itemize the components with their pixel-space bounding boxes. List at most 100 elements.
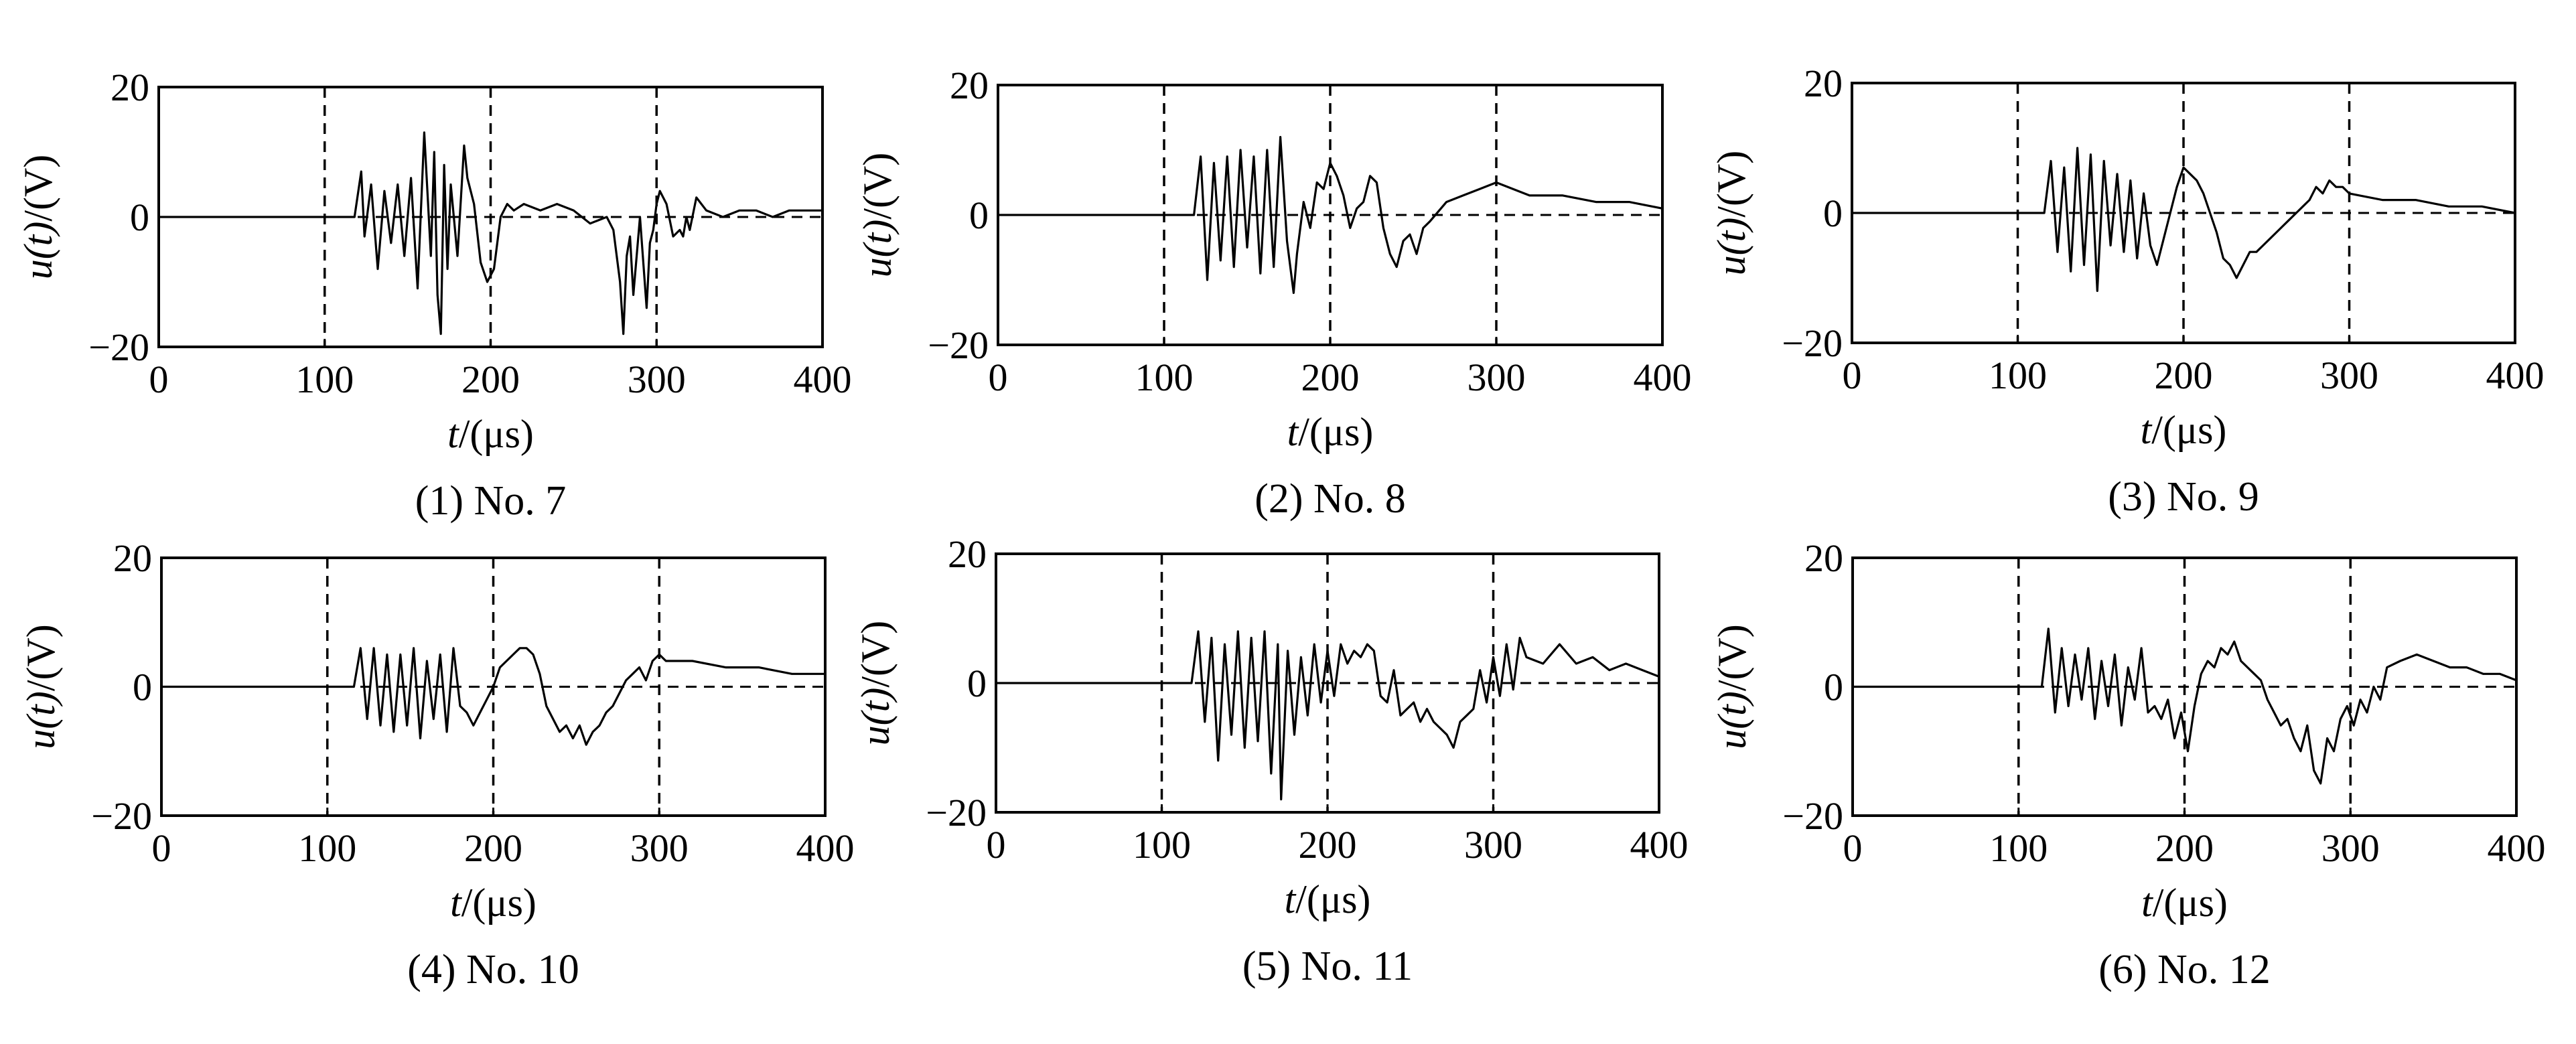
x-tick-label: 400 — [796, 826, 855, 870]
y-tick-label: −20 — [928, 323, 989, 367]
signal-trace — [996, 630, 1660, 801]
x-axis-label-var: t — [450, 881, 462, 925]
x-tick-label: 300 — [630, 826, 689, 870]
y-axis-label: u(t)/(V) — [19, 624, 63, 749]
panel-caption: (4) No. 10 — [407, 947, 579, 992]
y-tick-label: 0 — [969, 194, 989, 237]
panel-caption: (3) No. 9 — [2108, 474, 2259, 520]
y-tick-label: 20 — [1804, 536, 1843, 580]
y-tick-label: 20 — [111, 66, 149, 109]
x-axis-label-unit: /(μs) — [459, 412, 534, 456]
x-tick-label: 400 — [2488, 826, 2546, 870]
y-axis-label-var: u(t) — [855, 220, 900, 278]
x-axis-label: t/(μs) — [447, 412, 534, 456]
x-axis-label-unit: /(μs) — [2153, 881, 2228, 925]
y-tick-label: 20 — [948, 532, 987, 576]
y-tick-label: −20 — [1782, 794, 1843, 838]
x-tick-label: 200 — [1301, 356, 1360, 399]
x-axis-label: t/(μs) — [2141, 881, 2228, 925]
x-tick-label: 200 — [1299, 823, 1357, 867]
x-tick-label: 300 — [1468, 356, 1526, 399]
y-axis-label-unit: /(V) — [19, 624, 63, 691]
y-tick-label: 0 — [1823, 192, 1843, 235]
x-axis-label: t/(μs) — [2141, 408, 2227, 452]
x-tick-label: 0 — [152, 826, 171, 870]
x-tick-label: 0 — [1843, 826, 1863, 870]
x-tick-label: 400 — [2486, 354, 2545, 397]
x-tick-label: 200 — [2155, 354, 2213, 397]
x-tick-label: 400 — [1634, 356, 1692, 399]
y-tick-label: 0 — [967, 662, 987, 705]
x-tick-label: 400 — [794, 358, 852, 401]
signal-trace — [159, 131, 822, 335]
y-tick-label: 0 — [1824, 666, 1843, 709]
y-axis-label-unit: /(V) — [853, 621, 898, 688]
y-axis-label-var: u(t) — [853, 688, 898, 746]
x-tick-label: 0 — [149, 358, 169, 401]
y-tick-label: 0 — [133, 666, 152, 709]
x-axis-label-var: t — [2141, 881, 2153, 925]
y-axis-label-unit: /(V) — [1709, 151, 1754, 218]
panel-caption: (1) No. 7 — [415, 478, 567, 524]
x-tick-label: 100 — [295, 358, 354, 401]
x-tick-label: 100 — [1135, 356, 1194, 399]
signal-trace — [161, 647, 825, 746]
x-tick-label: 100 — [1133, 823, 1191, 867]
y-axis-label-unit: /(V) — [16, 155, 60, 222]
signal-trace — [1852, 147, 2516, 292]
panel-caption: (5) No. 11 — [1242, 944, 1413, 989]
x-tick-label: 100 — [1989, 354, 2047, 397]
y-tick-label: 20 — [113, 536, 152, 580]
x-tick-label: 0 — [989, 356, 1008, 399]
x-tick-label: 100 — [1989, 826, 2048, 870]
y-tick-label: −20 — [88, 325, 149, 369]
y-axis-label-var: u(t) — [1709, 218, 1754, 276]
x-tick-label: 300 — [2321, 826, 2380, 870]
x-axis-label-var: t — [447, 412, 459, 456]
x-axis-label-var: t — [1285, 877, 1297, 921]
x-axis-label: t/(μs) — [1287, 410, 1374, 454]
x-tick-label: 300 — [1464, 823, 1522, 867]
x-axis-label-unit: /(μs) — [461, 881, 536, 925]
x-tick-label: 300 — [628, 358, 686, 401]
y-tick-label: 20 — [950, 64, 989, 107]
x-tick-label: 200 — [464, 826, 522, 870]
y-tick-label: 0 — [130, 196, 149, 239]
y-axis-label: u(t)/(V) — [1709, 151, 1754, 276]
x-tick-label: 200 — [461, 358, 520, 401]
x-tick-label: 0 — [987, 823, 1006, 867]
y-axis-label-var: u(t) — [16, 222, 60, 280]
x-axis-label: t/(μs) — [450, 881, 536, 925]
x-tick-label: 300 — [2320, 354, 2378, 397]
x-axis-label-unit: /(μs) — [1298, 410, 1373, 454]
y-axis-label-unit: /(V) — [855, 153, 900, 220]
y-tick-label: −20 — [1782, 321, 1843, 365]
x-tick-label: 0 — [1843, 354, 1862, 397]
y-axis-label-var: u(t) — [19, 691, 63, 749]
x-tick-label: 200 — [2155, 826, 2214, 870]
signal-trace — [998, 136, 1663, 294]
signal-trace — [1853, 627, 2517, 785]
y-axis-label: u(t)/(V) — [1710, 624, 1754, 749]
y-axis-label: u(t)/(V) — [855, 153, 900, 278]
y-tick-label: 20 — [1804, 62, 1843, 105]
y-axis-label: u(t)/(V) — [853, 621, 898, 746]
y-axis-label-unit: /(V) — [1710, 624, 1754, 691]
y-axis-label-var: u(t) — [1710, 691, 1754, 749]
y-tick-label: −20 — [926, 791, 987, 834]
x-axis-label: t/(μs) — [1285, 877, 1371, 921]
x-axis-label-unit: /(μs) — [1295, 877, 1370, 921]
panel-caption: (6) No. 12 — [2098, 947, 2271, 992]
x-tick-label: 400 — [1630, 823, 1689, 867]
panel-caption: (2) No. 8 — [1255, 476, 1406, 522]
x-tick-label: 100 — [298, 826, 356, 870]
x-axis-label-var: t — [2141, 408, 2153, 452]
y-tick-label: −20 — [91, 794, 152, 838]
